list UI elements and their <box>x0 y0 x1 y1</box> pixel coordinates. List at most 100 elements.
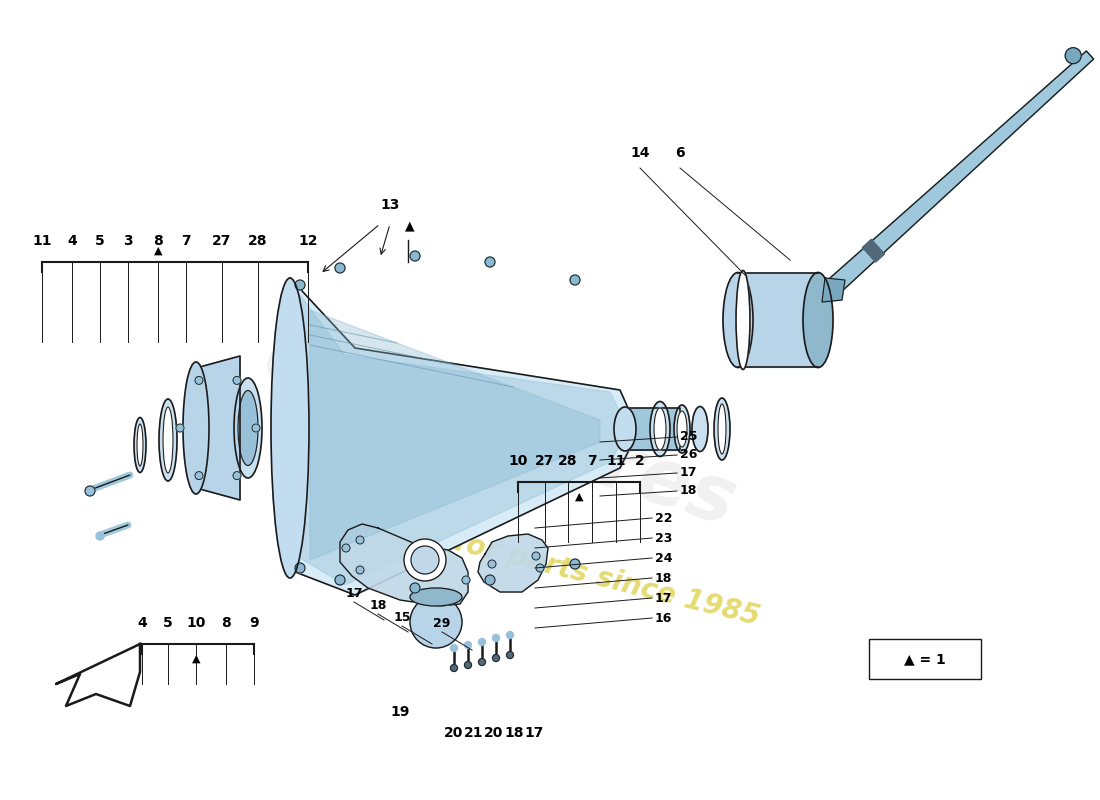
Text: 4: 4 <box>138 616 147 630</box>
Circle shape <box>176 424 184 432</box>
Circle shape <box>233 472 241 480</box>
Text: 17: 17 <box>654 591 672 605</box>
Circle shape <box>410 251 420 261</box>
Text: 26: 26 <box>680 449 697 462</box>
Circle shape <box>478 638 485 646</box>
Circle shape <box>464 642 472 649</box>
Text: 12: 12 <box>298 234 318 248</box>
Text: 15: 15 <box>394 611 410 624</box>
Circle shape <box>295 280 305 290</box>
Text: 8: 8 <box>153 234 163 248</box>
Text: 14: 14 <box>630 146 650 160</box>
Text: 6: 6 <box>675 146 685 160</box>
Ellipse shape <box>271 278 309 578</box>
Ellipse shape <box>410 588 462 606</box>
FancyBboxPatch shape <box>869 639 981 679</box>
Text: 27: 27 <box>536 454 554 468</box>
Circle shape <box>195 472 204 480</box>
Polygon shape <box>196 356 240 500</box>
Text: ▲: ▲ <box>191 654 200 664</box>
Polygon shape <box>478 534 548 592</box>
Text: 17: 17 <box>680 466 697 479</box>
Polygon shape <box>340 524 468 606</box>
Polygon shape <box>862 239 884 262</box>
Circle shape <box>570 275 580 285</box>
Ellipse shape <box>238 390 258 466</box>
Circle shape <box>295 563 305 573</box>
Circle shape <box>493 634 499 642</box>
Circle shape <box>478 658 485 666</box>
Polygon shape <box>310 310 600 560</box>
Polygon shape <box>738 273 818 367</box>
Ellipse shape <box>411 546 439 574</box>
Ellipse shape <box>138 424 143 466</box>
Text: 7: 7 <box>182 234 190 248</box>
Text: 28: 28 <box>249 234 267 248</box>
Text: 10: 10 <box>508 454 528 468</box>
Text: ▲: ▲ <box>154 246 163 256</box>
Circle shape <box>85 486 95 496</box>
Circle shape <box>451 645 458 651</box>
Text: 17: 17 <box>345 587 363 600</box>
Circle shape <box>485 257 495 267</box>
Ellipse shape <box>163 407 173 473</box>
Circle shape <box>233 376 241 384</box>
Text: 4: 4 <box>67 234 77 248</box>
Text: 11: 11 <box>32 234 52 248</box>
Circle shape <box>195 376 204 384</box>
Ellipse shape <box>736 270 750 370</box>
Text: a passion for parts since 1985: a passion for parts since 1985 <box>298 490 762 630</box>
Circle shape <box>336 575 345 585</box>
Text: 18: 18 <box>680 485 697 498</box>
Text: 19: 19 <box>390 705 409 719</box>
Text: 5: 5 <box>163 616 173 630</box>
Ellipse shape <box>723 273 754 367</box>
Text: ▲: ▲ <box>405 219 415 232</box>
Text: 24: 24 <box>654 551 672 565</box>
Text: 22: 22 <box>654 511 672 525</box>
Text: 8: 8 <box>221 616 231 630</box>
Text: 7: 7 <box>587 454 597 468</box>
Text: 18: 18 <box>654 571 672 585</box>
Circle shape <box>252 424 260 432</box>
Ellipse shape <box>676 411 688 447</box>
Circle shape <box>506 631 514 638</box>
Circle shape <box>493 654 499 662</box>
Ellipse shape <box>803 273 833 367</box>
Polygon shape <box>824 51 1093 297</box>
Ellipse shape <box>183 362 209 494</box>
Text: 17: 17 <box>525 726 543 740</box>
Text: 11: 11 <box>606 454 626 468</box>
Text: ▲ = 1: ▲ = 1 <box>904 652 946 666</box>
Polygon shape <box>288 278 632 595</box>
Circle shape <box>96 532 104 540</box>
Ellipse shape <box>718 404 726 454</box>
Text: 16: 16 <box>654 611 672 625</box>
Text: 28: 28 <box>558 454 578 468</box>
Text: 3: 3 <box>123 234 133 248</box>
Polygon shape <box>625 408 680 450</box>
Text: 18: 18 <box>504 726 524 740</box>
Text: 21: 21 <box>464 726 484 740</box>
Text: 5: 5 <box>95 234 104 248</box>
Circle shape <box>342 544 350 552</box>
Text: ▲: ▲ <box>574 492 583 502</box>
Text: 20: 20 <box>484 726 504 740</box>
Ellipse shape <box>404 539 446 581</box>
Ellipse shape <box>410 596 462 648</box>
Text: 13: 13 <box>381 198 399 212</box>
Ellipse shape <box>234 378 262 478</box>
Ellipse shape <box>654 408 666 450</box>
Circle shape <box>536 564 544 572</box>
Text: 23: 23 <box>654 531 672 545</box>
Circle shape <box>532 552 540 560</box>
Text: 29: 29 <box>433 617 451 630</box>
Ellipse shape <box>692 406 708 451</box>
Ellipse shape <box>160 399 177 481</box>
Circle shape <box>485 575 495 585</box>
Text: 18: 18 <box>370 599 387 612</box>
Circle shape <box>356 536 364 544</box>
Circle shape <box>1065 48 1081 64</box>
Ellipse shape <box>614 407 636 451</box>
Circle shape <box>570 559 580 569</box>
